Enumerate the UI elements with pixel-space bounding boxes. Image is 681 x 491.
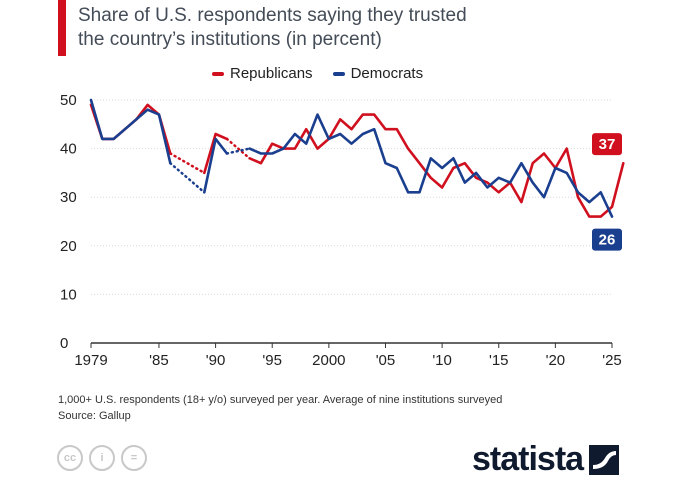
footnote-methodology: 1,000+ U.S. respondents (18+ y/o) survey…: [58, 394, 503, 406]
chart-title-line-2: the country’s institutions (in percent): [78, 29, 382, 50]
license-icons: cc i =: [57, 445, 147, 471]
end-label-badge-democrats: [592, 228, 622, 251]
x-tick-label-2015: '15: [489, 352, 509, 369]
series-gap-republicans-1: [225, 137, 251, 160]
chart-title-line-1: Share of U.S. respondents saying they tr…: [78, 5, 467, 26]
x-tick-label-2005: '05: [376, 352, 396, 369]
legend-item-republicans: Republicans: [212, 65, 313, 82]
x-tick-label-2000: 2000: [312, 352, 345, 369]
x-tick-label-1995: '95: [262, 352, 282, 369]
x-tick-label-1990: '90: [206, 352, 226, 369]
title-accent-bar: [58, 0, 66, 56]
series-lines: [89, 98, 625, 218]
legend-label-republicans: Republicans: [230, 65, 313, 82]
y-tick-label-50: 50: [60, 92, 77, 109]
legend-swatch-republicans: [212, 71, 224, 76]
end-label-badge-republicans: [592, 133, 622, 156]
y-tick-label-20: 20: [60, 238, 77, 255]
series-line-democrats-0: [89, 98, 172, 165]
chart-title: Share of U.S. respondents saying they tr…: [78, 4, 598, 52]
statista-logo[interactable]: statista: [472, 440, 620, 479]
y-axis-ticks: 0 10 20 30 40 50: [60, 92, 77, 352]
y-tick-label-30: 30: [60, 189, 77, 206]
y-tick-label-10: 10: [60, 286, 77, 303]
legend-item-democrats: Democrats: [332, 65, 424, 82]
end-label-value-democrats: 26: [599, 232, 616, 249]
by-icon[interactable]: i: [89, 445, 115, 471]
cc-icon[interactable]: cc: [57, 445, 83, 471]
end-label-democrats: 26: [592, 228, 622, 251]
end-labels: 37 26: [592, 133, 622, 251]
legend-swatch-democrats: [332, 71, 345, 76]
chart-card: [40, 0, 643, 491]
series-line-republicans-0: [89, 103, 172, 155]
legend-label-democrats: Democrats: [350, 65, 424, 82]
end-label-republicans: 37: [592, 133, 622, 156]
series-line-democrats-1: [203, 137, 229, 194]
footnote: 1,000+ U.S. respondents (18+ y/o) survey…: [58, 392, 502, 424]
x-tick-label-2025: '25: [602, 352, 622, 369]
line-chart: 0 10 20 30 40 50 1979 '85 '90 '95 2000 '05 '10 '15 '2…: [60, 92, 625, 369]
x-tick-label-1979: 1979: [74, 352, 107, 369]
y-tick-label-0: 0: [60, 335, 68, 352]
series-gap-republicans-0: [169, 152, 206, 175]
x-tick-label-1985: '85: [149, 352, 169, 369]
nd-icon[interactable]: =: [121, 445, 147, 471]
y-tick-label-40: 40: [60, 141, 77, 158]
x-tick-label-2020: '20: [546, 352, 566, 369]
footnote-source: Source: Gallup: [58, 410, 131, 422]
brand-name: statista: [472, 440, 584, 478]
legend: Republicans Democrats: [212, 65, 423, 82]
series-line-republicans-2: [248, 113, 625, 218]
series-line-republicans-1: [203, 132, 229, 175]
x-axis-ticks: 1979 '85 '90 '95 2000 '05 '10 '15 '20 '25: [74, 343, 622, 369]
series-line-democrats-2: [248, 113, 614, 218]
end-label-value-republicans: 37: [599, 136, 616, 153]
gridlines: [91, 99, 612, 344]
x-tick-label-2010: '10: [432, 352, 452, 369]
series-gap-democrats-0: [169, 161, 206, 194]
series-gap-democrats-1: [225, 147, 251, 155]
statista-mark-icon: [589, 444, 620, 475]
